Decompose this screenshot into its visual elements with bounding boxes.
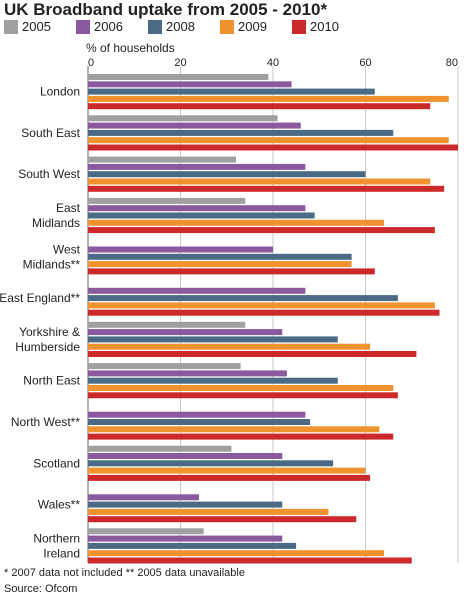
legend-swatch-2009	[220, 20, 234, 34]
bar-2006-3	[88, 205, 306, 212]
category-label-1-0: South East	[21, 126, 80, 140]
category-label-4-0: West	[53, 242, 81, 256]
bar-2006-7	[88, 370, 287, 377]
category-label-3-0: East	[56, 201, 81, 215]
category-label-8-0: North West**	[11, 415, 80, 429]
bar-2006-4	[88, 246, 273, 253]
bar-2006-1	[88, 122, 301, 129]
bar-2009-0	[88, 95, 449, 102]
bar-2006-10	[88, 494, 199, 501]
category-label-6-1: Humberside	[15, 340, 80, 354]
x-tick-label-40: 40	[267, 57, 279, 69]
category-label-10-0: Wales**	[38, 498, 81, 512]
bar-2010-7	[88, 392, 398, 399]
bar-2008-2	[88, 171, 366, 178]
bar-2005-7	[88, 363, 241, 370]
bar-2009-10	[88, 508, 329, 515]
category-label-11-1: Ireland	[43, 546, 80, 560]
source-note: Source: Ofcom	[4, 583, 78, 595]
legend-swatch-2006	[76, 20, 90, 34]
bar-2009-1	[88, 137, 449, 144]
bar-2010-1	[88, 144, 458, 151]
bar-2009-5	[88, 302, 435, 309]
category-label-0-0: London	[40, 85, 80, 99]
bar-2008-1	[88, 129, 394, 136]
bar-2010-3	[88, 227, 435, 234]
bar-2006-0	[88, 81, 292, 88]
bar-2008-8	[88, 419, 310, 425]
category-label-7-0: North East	[23, 374, 80, 388]
legend-label-2006: 2006	[94, 19, 123, 34]
legend-swatch-2005	[4, 20, 18, 34]
bar-2009-2	[88, 178, 431, 185]
bar-2006-8	[88, 411, 306, 418]
bar-2009-8	[88, 426, 380, 433]
bar-2006-2	[88, 163, 306, 170]
bar-2009-7	[88, 385, 394, 391]
bar-2008-0	[88, 88, 375, 95]
bar-2010-8	[88, 433, 394, 440]
chart-title: UK Broadband uptake from 2005 - 2010*	[4, 0, 328, 19]
bar-2005-2	[88, 156, 236, 163]
legend-label-2009: 2009	[238, 19, 267, 34]
x-tick-label-60: 60	[359, 57, 371, 69]
bar-2010-2	[88, 185, 445, 192]
category-label-4-1: Midlands**	[23, 257, 81, 271]
legend-swatch-2010	[292, 20, 306, 34]
bar-2005-6	[88, 321, 246, 328]
bar-2009-6	[88, 343, 371, 350]
bar-2006-6	[88, 329, 283, 336]
bar-2005-1	[88, 115, 278, 122]
bar-2010-6	[88, 351, 417, 357]
legend-label-2005: 2005	[22, 19, 51, 34]
bar-2006-11	[88, 535, 283, 542]
bar-2009-9	[88, 467, 366, 474]
bar-2010-10	[88, 516, 357, 523]
x-tick-label-80: 80	[446, 57, 458, 69]
bar-2005-9	[88, 445, 232, 452]
bar-2009-4	[88, 261, 352, 268]
bar-2008-11	[88, 542, 297, 549]
bar-2005-11	[88, 528, 204, 535]
category-label-5-0: East England**	[0, 291, 80, 305]
bar-2010-5	[88, 309, 440, 316]
category-label-3-1: Midlands	[32, 216, 80, 230]
bar-2005-0	[88, 74, 269, 80]
bar-2006-5	[88, 287, 306, 294]
bar-2010-11	[88, 557, 412, 564]
bar-2010-0	[88, 103, 431, 110]
bar-2008-9	[88, 460, 334, 467]
legend-swatch-2008	[148, 20, 162, 34]
bar-2009-3	[88, 219, 384, 226]
bar-2010-4	[88, 268, 375, 275]
bar-2005-3	[88, 197, 246, 204]
category-label-11-0: Northern	[33, 531, 80, 545]
bar-2008-3	[88, 212, 315, 219]
x-tick-label-20: 20	[174, 57, 186, 69]
bar-2008-5	[88, 295, 398, 302]
category-label-2-0: South West	[18, 167, 80, 181]
bar-2008-4	[88, 253, 352, 260]
bar-2008-7	[88, 377, 338, 384]
x-tick-label-0: 0	[88, 57, 94, 69]
category-label-6-0: Yorkshire &	[19, 325, 80, 339]
bar-2008-6	[88, 336, 338, 343]
legend-label-2008: 2008	[166, 19, 195, 34]
legend-label-2010: 2010	[310, 19, 339, 34]
bar-2008-10	[88, 501, 283, 508]
bar-2010-9	[88, 474, 371, 481]
footnote: * 2007 data not included ** 2005 data un…	[4, 567, 245, 579]
bar-2006-9	[88, 453, 283, 459]
x-axis-label: % of households	[86, 41, 175, 55]
bar-2009-11	[88, 550, 384, 557]
category-label-9-0: Scotland	[33, 456, 80, 470]
